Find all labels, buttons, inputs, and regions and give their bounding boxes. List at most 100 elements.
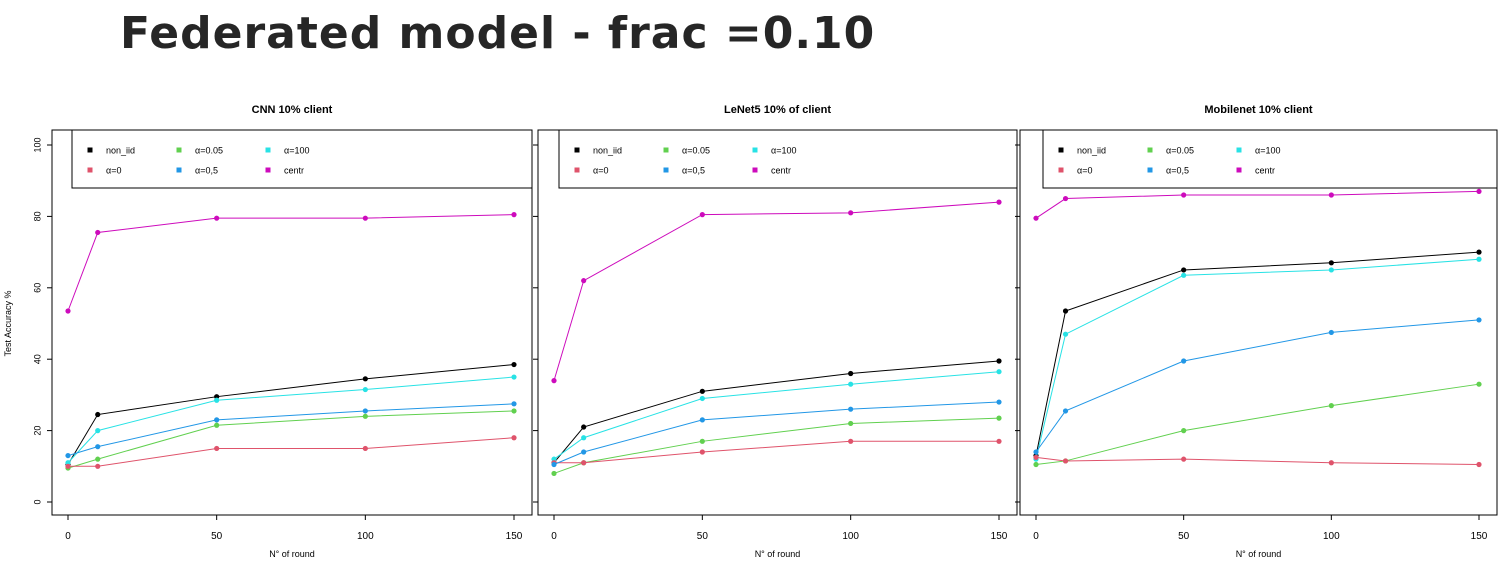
data-point: [1476, 317, 1482, 323]
x-tick-label: 150: [506, 531, 523, 542]
legend: non_iid α=0.05 α=100 α=0 α=0,5 centr: [1042, 129, 1498, 189]
legend: non_iid α=0.05 α=100 α=0 α=0,5 centr: [71, 129, 533, 189]
data-point: [95, 428, 101, 434]
legend-swatch: [1058, 167, 1064, 173]
data-point: [551, 470, 557, 477]
series-line: [554, 440, 999, 464]
legend-entry-label: α=0: [1077, 166, 1092, 176]
x-tick-label: 0: [551, 531, 557, 542]
data-point: [214, 215, 220, 221]
legend-swatch: [574, 147, 580, 153]
data-point: [699, 212, 705, 218]
data-point: [1328, 267, 1334, 273]
data-point: [848, 406, 854, 412]
series-line: [1035, 251, 1480, 456]
slide-title: Federated model - frac =0.10: [120, 8, 876, 59]
data-point: [362, 413, 368, 419]
legend-swatch: [87, 147, 93, 153]
data-point: [1328, 260, 1334, 266]
data-point: [214, 422, 220, 428]
data-point: [95, 229, 101, 236]
data-point: [996, 438, 1002, 444]
y-tick-label: 40: [32, 354, 42, 364]
legend-entry-label: α=0,5: [1166, 166, 1189, 176]
series-line: [1035, 258, 1480, 460]
series-line: [1035, 456, 1480, 466]
data-point: [65, 463, 71, 469]
data-point: [1181, 272, 1187, 278]
data-point: [996, 369, 1002, 375]
legend-swatch: [663, 147, 669, 153]
data-point: [996, 358, 1002, 364]
legend-entry-label: α=0.05: [195, 146, 223, 156]
series-line: [1035, 383, 1480, 466]
x-axis-label: N° of round: [755, 549, 801, 559]
legend-box: [1042, 129, 1498, 189]
data-point: [1476, 188, 1482, 195]
data-point: [95, 463, 101, 469]
data-point: [362, 445, 368, 452]
data-point: [1062, 408, 1069, 414]
data-point: [581, 460, 587, 466]
legend-entry-label: centr: [771, 166, 791, 176]
data-point: [848, 420, 854, 427]
data-point: [551, 461, 557, 468]
data-point: [699, 449, 705, 455]
legend-swatch: [752, 167, 758, 173]
legend-swatch: [265, 167, 271, 173]
series-line: [1035, 190, 1480, 219]
data-point: [996, 399, 1002, 405]
data-point: [511, 374, 517, 380]
legend-entry-label: α=100: [771, 146, 796, 156]
data-point: [1181, 456, 1187, 462]
data-point: [1062, 308, 1069, 314]
data-point: [848, 438, 854, 444]
chart-title: LeNet5 10% of client: [724, 104, 831, 116]
legend-entry-label: centr: [1255, 166, 1275, 176]
legend-entry-label: α=100: [284, 146, 309, 156]
data-point: [511, 408, 517, 414]
legend-entry-label: α=0: [593, 166, 608, 176]
data-point: [1181, 428, 1187, 434]
x-axis-label: N° of round: [1236, 549, 1282, 559]
chart-panel: LeNet5 10% of client 0 50 100 150 N° of round…: [533, 104, 1018, 559]
series-line: [553, 360, 1000, 464]
data-point: [362, 408, 368, 414]
data-point: [511, 401, 517, 407]
data-point: [511, 361, 517, 368]
data-point: [551, 378, 557, 384]
data-point: [996, 415, 1002, 421]
series-line: [1035, 319, 1480, 453]
legend-swatch: [663, 167, 669, 173]
data-point: [214, 445, 220, 452]
legend-swatch: [574, 167, 580, 173]
data-point: [551, 456, 557, 462]
data-point: [581, 424, 587, 430]
legend-swatch: [1236, 167, 1242, 173]
data-point: [996, 199, 1002, 205]
data-point: [848, 370, 854, 377]
data-point: [1476, 461, 1482, 468]
data-point: [1062, 195, 1069, 202]
data-point: [581, 278, 587, 284]
data-point: [1181, 358, 1187, 364]
x-tick-label: 100: [1323, 531, 1340, 542]
y-tick-label: 80: [32, 211, 42, 221]
series-line: [67, 376, 515, 464]
data-point: [1328, 192, 1334, 198]
data-point: [1476, 256, 1482, 262]
data-point: [848, 381, 854, 387]
legend-swatch: [1147, 167, 1153, 173]
data-point: [1033, 449, 1039, 455]
legend-entry-label: centr: [284, 166, 304, 176]
data-point: [1328, 460, 1334, 466]
data-point: [581, 435, 587, 441]
data-point: [848, 210, 854, 216]
legend-entry-label: non_iid: [593, 146, 622, 156]
data-point: [1181, 192, 1187, 198]
legend-entry-label: α=0,5: [195, 166, 218, 176]
data-point: [1062, 458, 1069, 464]
series-line: [68, 437, 515, 467]
data-point: [1181, 267, 1187, 273]
